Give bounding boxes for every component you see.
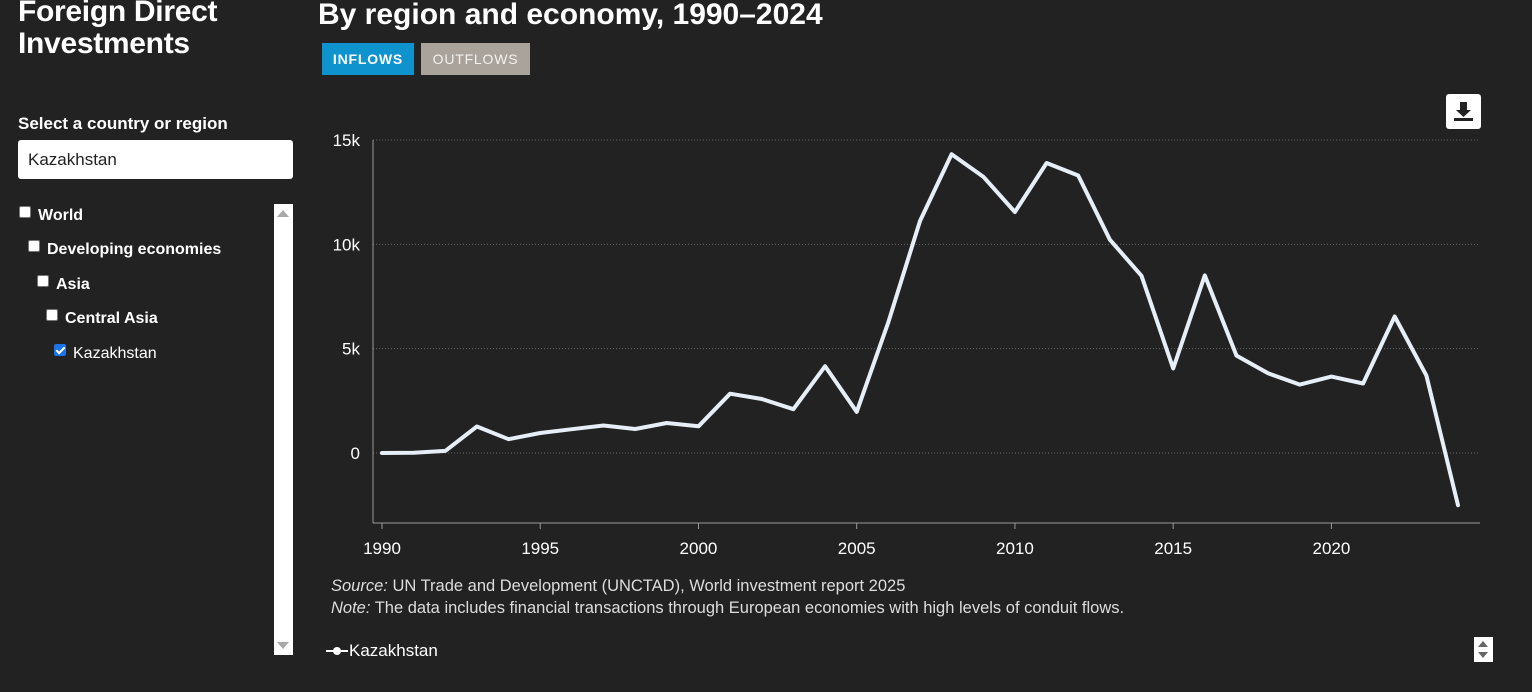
x-tick-label: 2015 <box>1154 539 1192 558</box>
asia-checkbox[interactable] <box>37 275 49 287</box>
legend-label: Kazakhstan <box>349 641 438 660</box>
x-tick-label: 2005 <box>838 539 876 558</box>
download-button[interactable] <box>1446 94 1481 129</box>
kazakhstan-checkbox[interactable] <box>54 344 66 356</box>
y-tick-label: 15k <box>333 131 361 150</box>
chart-title: By region and economy, 1990–2024 <box>318 0 823 31</box>
region-search-input[interactable] <box>18 140 293 179</box>
data-note: Note: The data includes financial transa… <box>331 599 1124 618</box>
tab-outflows[interactable]: OUTFLOWS <box>421 43 530 75</box>
download-icon <box>1454 102 1473 121</box>
x-tick-label: 2000 <box>680 539 718 558</box>
tree-item-label: Developing economies <box>47 241 222 258</box>
source-text: UN Trade and Development (UNCTAD), World… <box>387 577 906 595</box>
source-note: Source: UN Trade and Development (UNCTAD… <box>331 577 905 596</box>
legend-pager[interactable] <box>1474 637 1493 662</box>
page-title: Foreign Direct Investments <box>18 0 218 60</box>
x-tick-label: 2020 <box>1312 539 1350 558</box>
series-line-kazakhstan <box>380 152 1460 508</box>
tree-item-asia[interactable]: Asia <box>37 275 90 294</box>
scroll-up-arrow-icon[interactable] <box>277 210 289 217</box>
y-tick-label: 10k <box>333 235 361 254</box>
legend-item-kazakhstan[interactable]: Kazakhstan <box>326 641 438 661</box>
legend-page-up-icon[interactable] <box>1478 641 1488 647</box>
tree-item-world[interactable]: World <box>19 206 84 225</box>
source-prefix: Source: <box>331 577 388 595</box>
select-region-label: Select a country or region <box>18 114 228 133</box>
legend-page-down-icon[interactable] <box>1478 652 1488 658</box>
legend-line-marker-icon <box>326 647 348 655</box>
y-tick-label: 5k <box>342 340 360 359</box>
y-tick-label: 0 <box>351 444 360 463</box>
tree-item-label: Central Asia <box>65 310 158 327</box>
tree-scrollbar[interactable] <box>274 204 293 655</box>
note-text: The data includes financial transactions… <box>370 599 1125 617</box>
scroll-down-arrow-icon[interactable] <box>277 642 289 649</box>
x-tick-label: 1990 <box>363 539 401 558</box>
tree-item-label: Asia <box>56 276 90 293</box>
central-asia-checkbox[interactable] <box>46 309 58 321</box>
tree-item-label: Kazakhstan <box>73 345 157 362</box>
x-tick-label: 2010 <box>996 539 1034 558</box>
tab-inflows[interactable]: INFLOWS <box>322 43 414 75</box>
tree-item-central-asia[interactable]: Central Asia <box>46 309 158 328</box>
tree-item-developing-economies[interactable]: Developing economies <box>28 240 222 259</box>
tree-item-label: World <box>38 207 84 224</box>
tree-item-kazakhstan[interactable]: Kazakhstan <box>54 344 157 363</box>
world-checkbox[interactable] <box>19 206 31 218</box>
developing-economies-checkbox[interactable] <box>28 240 40 252</box>
note-prefix: Note: <box>331 599 371 617</box>
x-tick-label: 1995 <box>521 539 559 558</box>
